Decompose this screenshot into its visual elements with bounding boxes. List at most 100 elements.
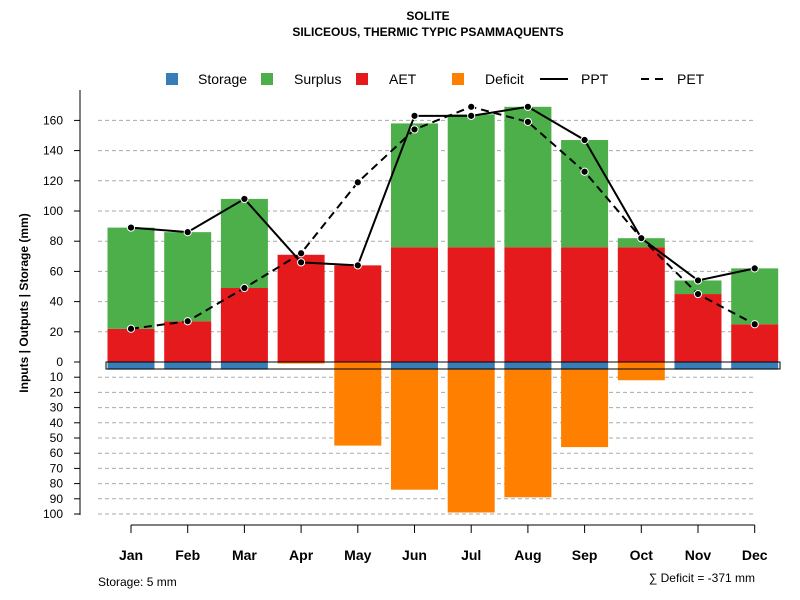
storage-bar [447, 362, 495, 370]
surplus-swatch [261, 73, 273, 85]
aet-bar [220, 288, 268, 362]
legend-label-pet: PET [677, 71, 705, 87]
aet-bar [334, 265, 382, 362]
y-tick-label: 30 [50, 401, 64, 415]
y-tick-label: 160 [43, 113, 63, 127]
pet-line [130, 105, 756, 330]
zero-baseline [105, 361, 781, 370]
aet-bar [617, 247, 665, 362]
bars [105, 106, 781, 513]
surplus-bar [164, 232, 212, 322]
y-tick-label: 60 [50, 446, 64, 460]
storage-bar [731, 362, 779, 370]
aet-bar [674, 294, 722, 362]
x-tick-label-sep: Sep [572, 547, 598, 563]
surplus-bar [731, 268, 779, 325]
pet-point [523, 117, 533, 127]
storage-bar [504, 362, 552, 370]
x-tick-label-jan: Jan [119, 547, 143, 563]
legend-label-ppt: PPT [581, 71, 609, 87]
deficit-bar [617, 362, 665, 381]
aet-bar [731, 324, 779, 362]
ppt-point [750, 264, 759, 273]
pet-point [353, 178, 362, 187]
pet-point [693, 289, 703, 299]
deficit-bar [334, 362, 382, 446]
deficit-bar [504, 362, 552, 498]
deficit-bar [561, 362, 609, 448]
storage-bar [107, 362, 155, 370]
x-tick-label-jun: Jun [402, 547, 427, 563]
deficit-swatch [452, 73, 464, 85]
pet-point [410, 125, 419, 134]
x-tick-label-apr: Apr [289, 547, 314, 563]
y-tick-label: 20 [50, 385, 64, 399]
series-lines [126, 102, 759, 333]
surplus-bar [561, 140, 609, 248]
chart-subtitle: SILICEOUS, THERMIC TYPIC PSAMMAQUENTS [292, 25, 563, 39]
y-tick-label: 60 [50, 264, 64, 278]
x-tick-label-oct: Oct [630, 547, 654, 563]
y-tick-label: 100 [43, 204, 63, 218]
surplus-bar [220, 198, 268, 289]
x-tick-label-aug: Aug [514, 547, 541, 563]
y-tick-label: 0 [56, 355, 63, 369]
chart-title: SOLITE [406, 9, 449, 23]
legend-label-aet: AET [389, 71, 417, 87]
y-tick-label: 120 [43, 174, 63, 188]
storage-bar [561, 362, 609, 370]
ppt-point [693, 276, 703, 285]
x-tick-label-may: May [344, 547, 371, 563]
pet-point [240, 283, 249, 293]
surplus-bar [107, 227, 155, 329]
deficit-sum-note: ∑ Deficit = -371 mm [649, 571, 755, 585]
ppt-point [410, 111, 419, 120]
ppt-point [580, 135, 589, 145]
x-tick-label-nov: Nov [685, 547, 712, 563]
ppt-point [240, 194, 249, 204]
storage-swatch [166, 73, 178, 85]
legend-label-surplus: Surplus [294, 71, 341, 87]
deficit-bar [447, 362, 495, 513]
ppt-line [130, 105, 755, 282]
x-tick-label-jul: Jul [461, 547, 481, 563]
aet-bar [447, 247, 495, 362]
pet-point [580, 167, 589, 176]
pet-point [750, 320, 759, 329]
pet-point [183, 317, 192, 326]
legend-label-deficit: Deficit [485, 71, 524, 87]
x-tick-label-mar: Mar [232, 547, 257, 563]
y-tick-label: 10 [50, 370, 64, 384]
aet-bar [277, 254, 325, 362]
ppt-point [523, 102, 533, 111]
pet-point [297, 249, 306, 258]
storage-bar [164, 362, 212, 370]
legend-label-storage: Storage [198, 71, 247, 87]
pet-point [126, 324, 136, 333]
ppt-point [353, 261, 362, 270]
legend: Storage Surplus AET Deficit PPT PET [166, 71, 705, 87]
ppt-point [467, 111, 476, 120]
ppt-point [637, 234, 646, 243]
deficit-bar [391, 362, 438, 490]
y-tick-label: 140 [43, 144, 63, 158]
x-tick-label-dec: Dec [742, 547, 768, 563]
surplus-bar [504, 106, 552, 248]
y-tick-label: 100 [43, 507, 63, 521]
surplus-bar [391, 123, 438, 248]
axes: 0204060801001201401601020304050607080901… [43, 90, 768, 563]
y-tick-label: 80 [50, 477, 64, 491]
x-tick-label-feb: Feb [175, 547, 200, 563]
deficit-bar [277, 362, 325, 364]
y-tick-label: 20 [50, 325, 64, 339]
y-tick-label: 50 [50, 431, 64, 445]
pet-point [467, 102, 476, 111]
ppt-point [126, 223, 136, 232]
aet-bar [561, 247, 609, 362]
aet-bar [164, 321, 212, 362]
y-tick-label: 80 [50, 234, 64, 248]
storage-bar [391, 362, 438, 370]
surplus-bar [617, 238, 665, 248]
storage-bar [220, 362, 268, 370]
ppt-point [183, 228, 192, 237]
